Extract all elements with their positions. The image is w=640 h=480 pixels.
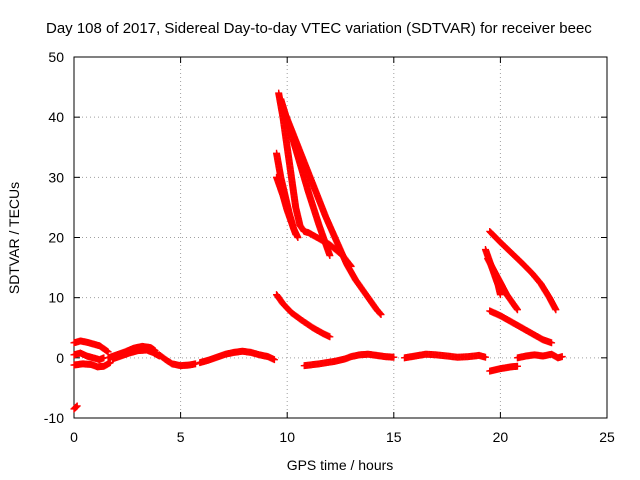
series-arc-20 [486,307,556,347]
x-axis: 0 5 10 15 20 25 [70,57,615,445]
data-point [292,230,300,238]
data-point [548,339,556,347]
data-point [558,353,566,361]
data-point [73,402,81,410]
series-arc-3 [70,349,108,364]
series-arc-18 [484,255,521,314]
data-point [513,306,521,314]
data-point [390,353,398,361]
data-point [192,360,200,368]
y-axis: -10 0 10 20 30 40 50 [44,49,607,426]
x-axis-label: GPS time / hours [287,457,394,473]
data-point [72,403,80,411]
y-tick-label: 40 [48,109,64,125]
y-tick-label: -10 [44,410,64,426]
y-tick-label: 10 [48,290,64,306]
series-arc-1 [70,402,81,413]
x-tick-label: 10 [279,429,295,445]
series-arc-2 [70,337,112,356]
data-point [326,333,334,341]
series-arc-21 [486,362,521,375]
data-point [481,353,489,361]
x-tick-label: 5 [177,429,185,445]
y-axis-label: SDTVAR / TECUs [6,182,22,294]
series-arc-8 [196,347,278,367]
data-point [376,309,384,317]
x-tick-label: 15 [386,429,402,445]
series-arc-14 [273,291,334,341]
data-point [326,252,334,260]
y-tick-label: 20 [48,230,64,246]
series-arc-7 [155,351,200,370]
data-point [552,306,560,314]
series-arc-15 [300,350,398,370]
series-arc-22 [513,350,566,362]
y-tick-label: 30 [48,169,64,185]
y-tick-label: 0 [56,350,64,366]
data-point [72,403,80,411]
grid [74,57,607,418]
y-tick-label: 50 [48,49,64,65]
data-point [496,291,504,299]
x-tick-label: 25 [599,429,615,445]
data-point [270,356,278,364]
series-arc-19 [486,227,560,314]
data-point [377,311,385,319]
data-point [104,348,112,356]
x-tick-label: 20 [493,429,509,445]
data-point [513,362,521,370]
x-tick-label: 0 [70,429,78,445]
series-arc-16 [400,350,489,362]
data-series [70,89,566,413]
series-arc-11 [279,104,385,319]
data-point [376,310,384,318]
plot-frame [73,56,608,419]
chart-title: Day 108 of 2017, Sidereal Day-to-day VTE… [46,20,592,37]
series-arc-13 [273,173,300,238]
series-arc-4 [70,359,114,371]
